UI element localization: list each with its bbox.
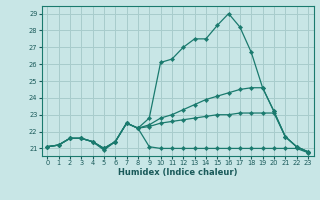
X-axis label: Humidex (Indice chaleur): Humidex (Indice chaleur) [118,168,237,177]
